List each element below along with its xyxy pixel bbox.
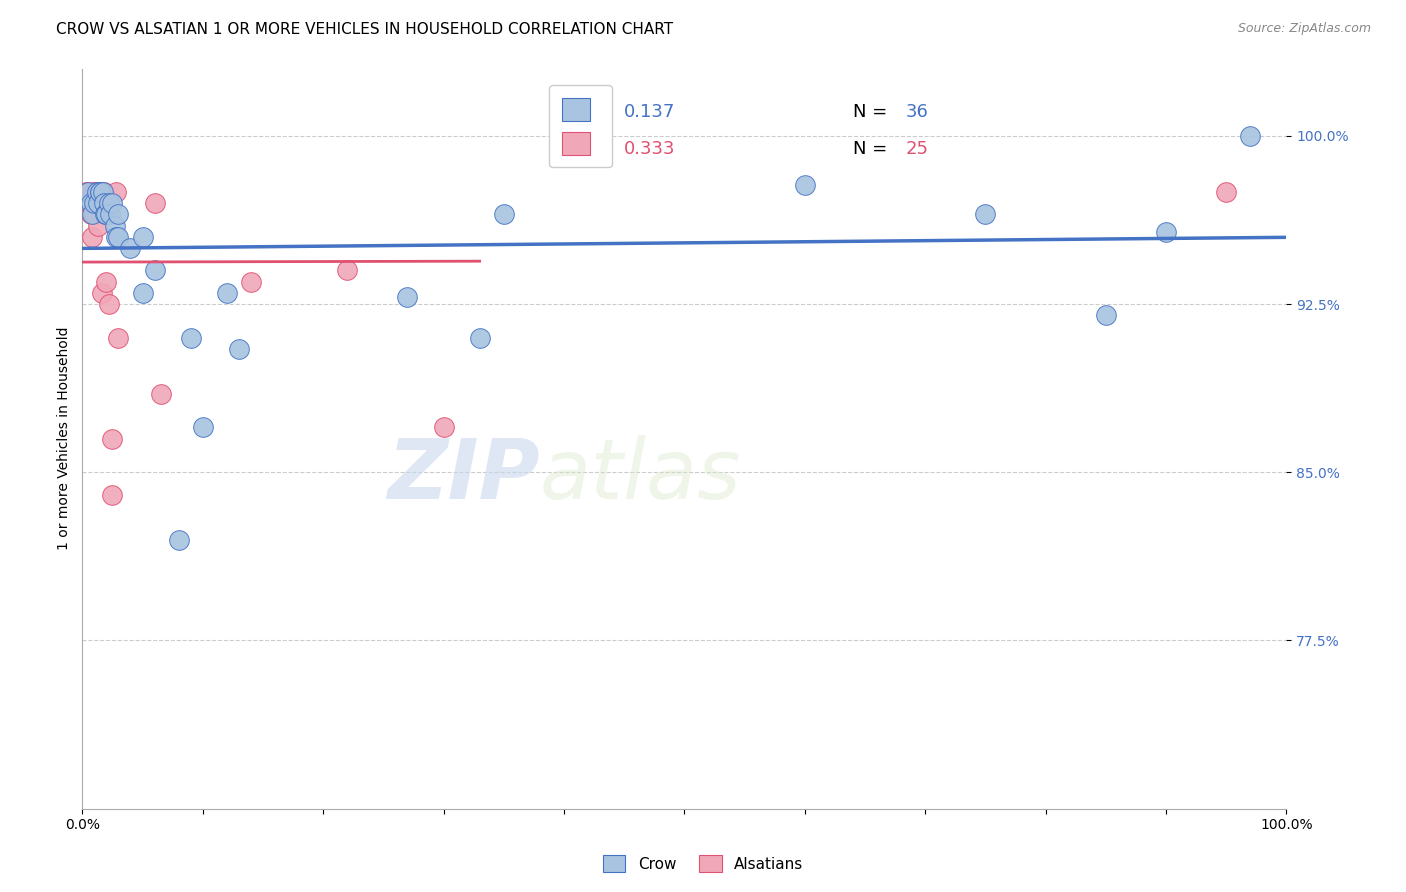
Point	[96, 275, 118, 289]
Legend: Crow, Alsatians: Crow, Alsatians	[595, 847, 811, 880]
Point	[80, 207, 103, 221]
Point	[91, 185, 114, 199]
Point	[215, 285, 238, 300]
Point	[80, 196, 103, 211]
Point	[105, 229, 128, 244]
Point	[336, 263, 359, 277]
Text: R =: R =	[558, 140, 598, 158]
Point	[89, 185, 111, 199]
Text: ZIP: ZIP	[387, 435, 540, 516]
Text: atlas: atlas	[540, 435, 741, 516]
Point	[107, 229, 129, 244]
Point	[84, 185, 107, 199]
Point	[131, 285, 153, 300]
Text: CROW VS ALSATIAN 1 OR MORE VEHICLES IN HOUSEHOLD CORRELATION CHART: CROW VS ALSATIAN 1 OR MORE VEHICLES IN H…	[56, 22, 673, 37]
Point	[82, 185, 104, 199]
Point	[83, 196, 105, 211]
Text: N =: N =	[853, 140, 893, 158]
Point	[107, 331, 129, 345]
Point	[492, 207, 515, 221]
Point	[93, 196, 115, 211]
Point	[228, 342, 250, 356]
Legend: , : ,	[548, 85, 612, 168]
Point	[143, 196, 166, 211]
Point	[974, 207, 997, 221]
Point	[86, 185, 108, 199]
Point	[89, 185, 111, 199]
Point	[104, 219, 127, 233]
Text: N =: N =	[853, 103, 893, 120]
Point	[191, 420, 214, 434]
Point	[101, 432, 124, 446]
Point	[793, 178, 815, 193]
Point	[86, 185, 108, 199]
Text: 0.333: 0.333	[624, 140, 676, 158]
Point	[97, 297, 120, 311]
Point	[75, 185, 97, 199]
Point	[105, 185, 128, 199]
Text: 36: 36	[905, 103, 929, 120]
Y-axis label: 1 or more Vehicles in Household: 1 or more Vehicles in Household	[58, 326, 72, 550]
Point	[90, 285, 112, 300]
Point	[96, 207, 118, 221]
Point	[93, 185, 115, 199]
Text: Source: ZipAtlas.com: Source: ZipAtlas.com	[1237, 22, 1371, 36]
Point	[131, 229, 153, 244]
Point	[80, 207, 103, 221]
Point	[77, 185, 100, 199]
Text: 25: 25	[905, 140, 929, 158]
Point	[80, 229, 103, 244]
Point	[83, 207, 105, 221]
Point	[239, 275, 262, 289]
Point	[149, 386, 172, 401]
Point	[180, 331, 202, 345]
Point	[107, 207, 129, 221]
Text: R =: R =	[558, 103, 598, 120]
Point	[468, 331, 491, 345]
Point	[1239, 128, 1261, 143]
Point	[87, 196, 110, 211]
Point	[89, 185, 111, 199]
Point	[1095, 308, 1118, 322]
Point	[94, 207, 117, 221]
Point	[1215, 185, 1237, 199]
Point	[120, 241, 142, 255]
Point	[87, 219, 110, 233]
Point	[101, 488, 124, 502]
Point	[143, 263, 166, 277]
Point	[94, 196, 117, 211]
Text: 0.137: 0.137	[624, 103, 675, 120]
Point	[97, 196, 120, 211]
Point	[432, 420, 454, 434]
Point	[1154, 225, 1177, 239]
Point	[77, 185, 100, 199]
Point	[396, 290, 419, 304]
Point	[101, 196, 124, 211]
Point	[98, 207, 121, 221]
Point	[167, 533, 190, 547]
